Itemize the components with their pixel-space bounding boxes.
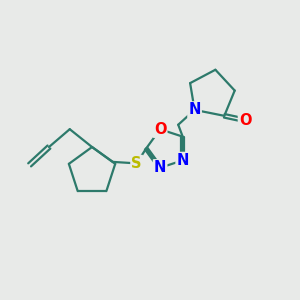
Text: S: S (131, 156, 142, 171)
Text: N: N (176, 153, 189, 168)
Text: N: N (154, 160, 166, 175)
Text: O: O (154, 122, 167, 137)
Text: N: N (188, 102, 201, 117)
Text: O: O (239, 113, 251, 128)
